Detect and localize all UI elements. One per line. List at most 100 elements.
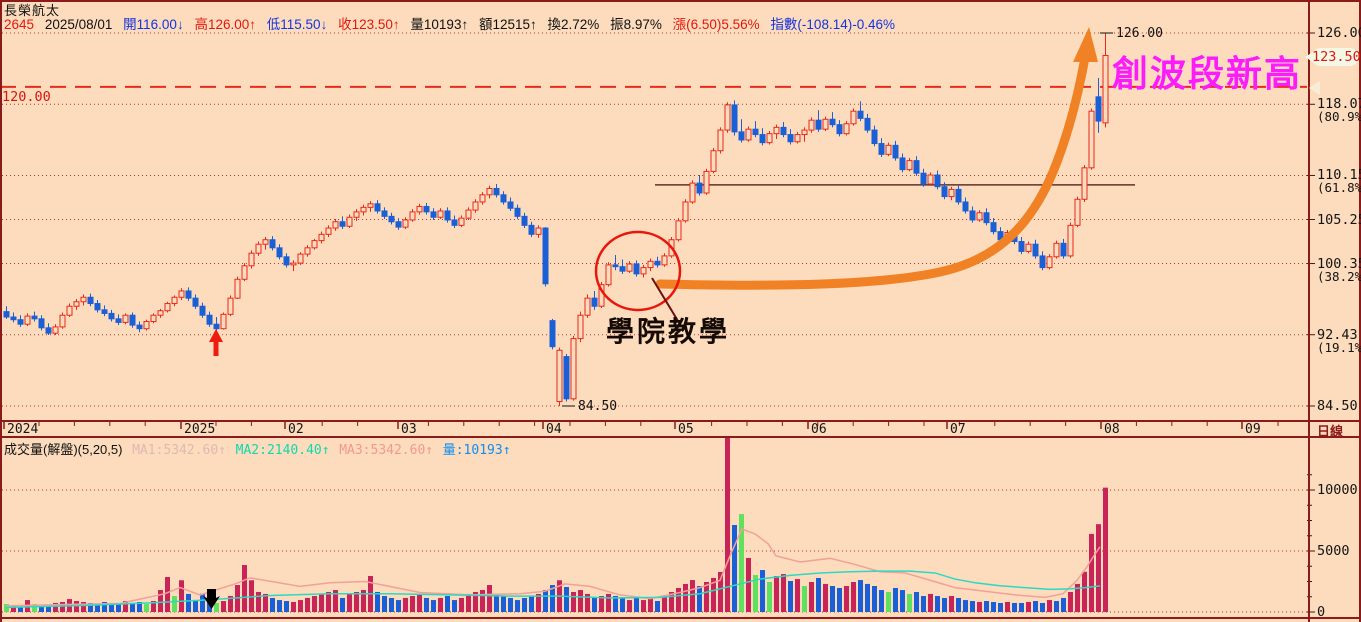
candle-body bbox=[724, 104, 731, 131]
volume-bar bbox=[305, 597, 310, 612]
quote-date: 2025/08/01 bbox=[44, 17, 113, 32]
candle-body bbox=[304, 247, 311, 255]
candle-body bbox=[227, 297, 234, 315]
candle-body bbox=[780, 126, 787, 136]
candle-body bbox=[192, 297, 199, 307]
candle-body bbox=[318, 233, 325, 242]
candle-body bbox=[689, 182, 696, 203]
volume-bar bbox=[753, 575, 758, 612]
xaxis-month-label: 2025 bbox=[184, 422, 215, 437]
period-selector-daily[interactable]: 日線 bbox=[1317, 424, 1344, 439]
low-value: 低115.50↓ bbox=[266, 17, 328, 32]
volume-bar bbox=[480, 590, 485, 612]
candle-body bbox=[360, 206, 367, 213]
volume-bar bbox=[396, 600, 401, 612]
candle-body bbox=[850, 110, 857, 125]
candle-body bbox=[199, 305, 206, 316]
candle-body bbox=[934, 174, 941, 188]
candle-body bbox=[367, 203, 374, 208]
xaxis-month-label: 06 bbox=[811, 422, 827, 437]
xaxis-month-label: 02 bbox=[288, 422, 304, 437]
volume-bar bbox=[1012, 602, 1017, 612]
candle-body bbox=[297, 253, 304, 264]
volume-bar bbox=[935, 596, 940, 612]
candle-body bbox=[948, 188, 955, 198]
volume-bar bbox=[1005, 601, 1010, 612]
candle-body bbox=[374, 203, 381, 212]
xaxis-month-label: 08 bbox=[1104, 422, 1120, 437]
candle-body bbox=[353, 211, 360, 218]
volume-bar bbox=[585, 593, 590, 612]
candle-body bbox=[409, 211, 416, 221]
change-value: 漲(6.50)5.56% bbox=[672, 17, 760, 32]
candle-body bbox=[381, 210, 388, 217]
stock-name: 長榮航太 bbox=[4, 3, 61, 18]
candle-body bbox=[325, 227, 332, 235]
candle-body bbox=[654, 260, 661, 266]
candle-body bbox=[45, 327, 52, 334]
volume-bar bbox=[914, 591, 919, 612]
candle-body bbox=[185, 290, 192, 299]
candle-body bbox=[710, 150, 717, 172]
volume-bar bbox=[200, 593, 205, 612]
candle-body bbox=[1095, 96, 1102, 122]
candle-body bbox=[731, 104, 738, 133]
candle-body bbox=[234, 278, 241, 299]
candle-body bbox=[871, 129, 878, 145]
turnover-value: 換2.72% bbox=[547, 17, 600, 32]
candle-body bbox=[773, 126, 780, 135]
volume-bar bbox=[641, 600, 646, 612]
trendline-price-label: 120.00 bbox=[2, 89, 51, 105]
volume-bar bbox=[417, 593, 422, 612]
candle-body bbox=[759, 134, 766, 144]
candle-body bbox=[465, 209, 472, 219]
candle-body bbox=[1067, 224, 1074, 257]
volume-bar bbox=[284, 601, 289, 612]
volume-bar bbox=[389, 597, 394, 612]
volume-bar bbox=[564, 586, 569, 612]
volume-bar bbox=[795, 579, 800, 612]
candle-body bbox=[38, 318, 45, 329]
candle-body bbox=[486, 187, 493, 196]
candle-body bbox=[787, 134, 794, 143]
trend-arrow-curve bbox=[655, 47, 1091, 290]
volume-bar bbox=[109, 602, 114, 612]
candle-body bbox=[836, 124, 843, 135]
candle-body bbox=[24, 315, 31, 325]
candle-body bbox=[507, 201, 514, 209]
candle-body bbox=[388, 215, 395, 223]
volume-bar bbox=[977, 601, 982, 612]
candle-body bbox=[157, 310, 164, 316]
volume-bar bbox=[760, 570, 765, 612]
volume-bar bbox=[242, 565, 247, 612]
volume-bar bbox=[270, 597, 275, 612]
candle-body bbox=[969, 210, 976, 221]
volume-bar bbox=[893, 587, 898, 612]
candle-body bbox=[633, 263, 640, 275]
candle-body bbox=[717, 129, 724, 152]
volume-bar bbox=[1033, 601, 1038, 612]
trendline-handle-icon[interactable] bbox=[1309, 81, 1320, 95]
volume-bar bbox=[165, 576, 170, 612]
volume-bar bbox=[1068, 591, 1073, 612]
candle-body bbox=[171, 296, 178, 305]
candle-body bbox=[269, 239, 276, 249]
candle-body bbox=[535, 227, 542, 235]
volume-bar bbox=[459, 597, 464, 612]
volume-bar bbox=[991, 601, 996, 612]
volume-ma3-value: MA3:5342.60↑ bbox=[339, 443, 434, 458]
volume-bar bbox=[844, 586, 849, 612]
volume-bar bbox=[1103, 487, 1108, 612]
volume-bar bbox=[949, 596, 954, 612]
volume-bar bbox=[536, 593, 541, 612]
candle-body bbox=[577, 314, 584, 340]
candle-body bbox=[822, 118, 829, 130]
volume-bar bbox=[774, 576, 779, 612]
volume-bar bbox=[88, 602, 93, 612]
candle-body bbox=[556, 349, 563, 403]
volume-bar bbox=[956, 597, 961, 612]
volume-bar bbox=[326, 591, 331, 612]
candle-body bbox=[528, 224, 535, 235]
volume-bar bbox=[501, 596, 506, 612]
